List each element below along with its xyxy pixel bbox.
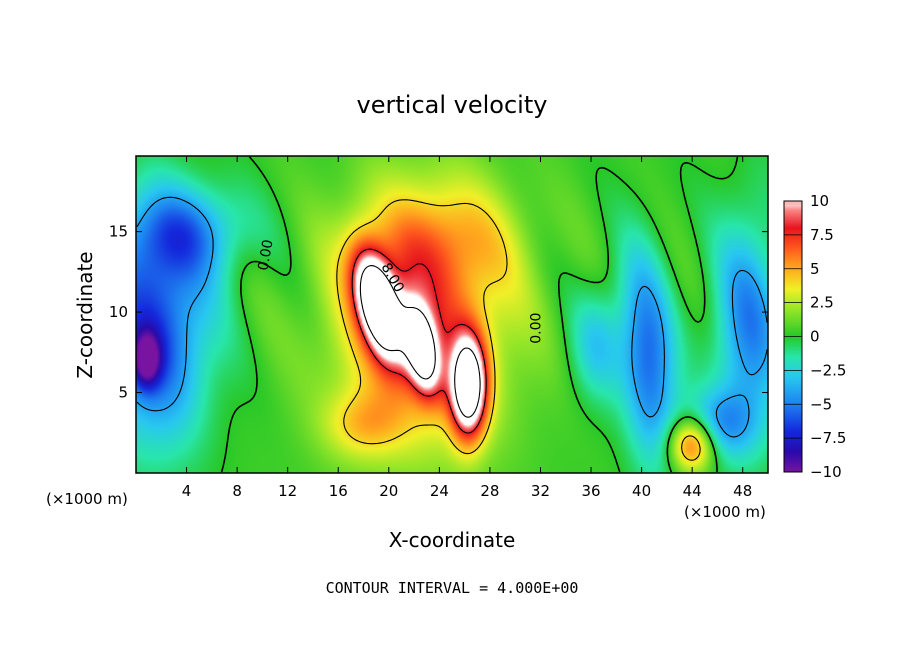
contour-line-12 — [359, 265, 481, 418]
colorbar-tick-label: −10 — [810, 463, 842, 481]
colorbar-tick-label: −2.5 — [810, 361, 846, 379]
x-tick-label: 40 — [632, 482, 651, 500]
x-tick-label: 12 — [278, 482, 297, 500]
contour-line-neg4 — [136, 196, 768, 438]
x-tick-label: 24 — [430, 482, 449, 500]
x-axis-ticks: 4 8 12 16 20 24 28 32 36 40 44 48 — [182, 156, 752, 500]
x-unit-label-left: (×1000 m) — [46, 490, 128, 508]
contour-line-8 — [351, 248, 487, 434]
colorbar-tick-label: −5 — [810, 395, 832, 413]
colorbar-tick-label: 10 — [810, 192, 829, 210]
x-unit-label-right: (×1000 m) — [684, 503, 766, 521]
colorbar-tick-label: 7.5 — [810, 226, 834, 244]
colorbar-tick-label: −7.5 — [810, 429, 846, 447]
x-tick-label: 4 — [182, 482, 192, 500]
y-axis-title: Z-coordinate — [73, 251, 97, 378]
colorbar-tick-label: 5 — [810, 260, 820, 278]
plot-frame — [135, 155, 769, 474]
contour-lines — [136, 156, 768, 473]
y-tick-label: 10 — [109, 303, 128, 321]
y-axis-ticks: 5 10 15 — [109, 223, 768, 402]
contour-line-0 — [220, 156, 739, 473]
plot-area: 0.008.000.00 — [135, 155, 769, 474]
x-tick-label: 32 — [531, 482, 550, 500]
chart-title: vertical velocity — [357, 91, 548, 119]
contour-interval-label: CONTOUR INTERVAL = 4.000E+00 — [326, 579, 579, 597]
x-tick-label: 36 — [581, 482, 600, 500]
x-axis-title: X-coordinate — [389, 528, 516, 552]
x-tick-label: 44 — [683, 482, 702, 500]
x-tick-label: 8 — [232, 482, 242, 500]
x-tick-label: 20 — [379, 482, 398, 500]
contour-label-0: 0.00 — [255, 238, 276, 271]
colorbar-ticks: 10 7.5 5 2.5 0 −2.5 −5 −7.5 −10 — [784, 192, 846, 481]
colorbar: 10 7.5 5 2.5 0 −2.5 −5 −7.5 −10 — [783, 192, 846, 481]
colorbar-tick-label: 0 — [810, 328, 820, 346]
heatmap-field — [136, 156, 768, 473]
colorbar-tick-label: 2.5 — [810, 294, 834, 312]
y-tick-label: 15 — [109, 223, 128, 241]
x-tick-label: 28 — [480, 482, 499, 500]
contour-line-4 — [336, 199, 701, 461]
y-tick-label: 5 — [118, 384, 128, 402]
x-tick-label: 48 — [733, 482, 752, 500]
x-tick-label: 16 — [329, 482, 348, 500]
contour-label-2: 0.00 — [528, 313, 544, 344]
